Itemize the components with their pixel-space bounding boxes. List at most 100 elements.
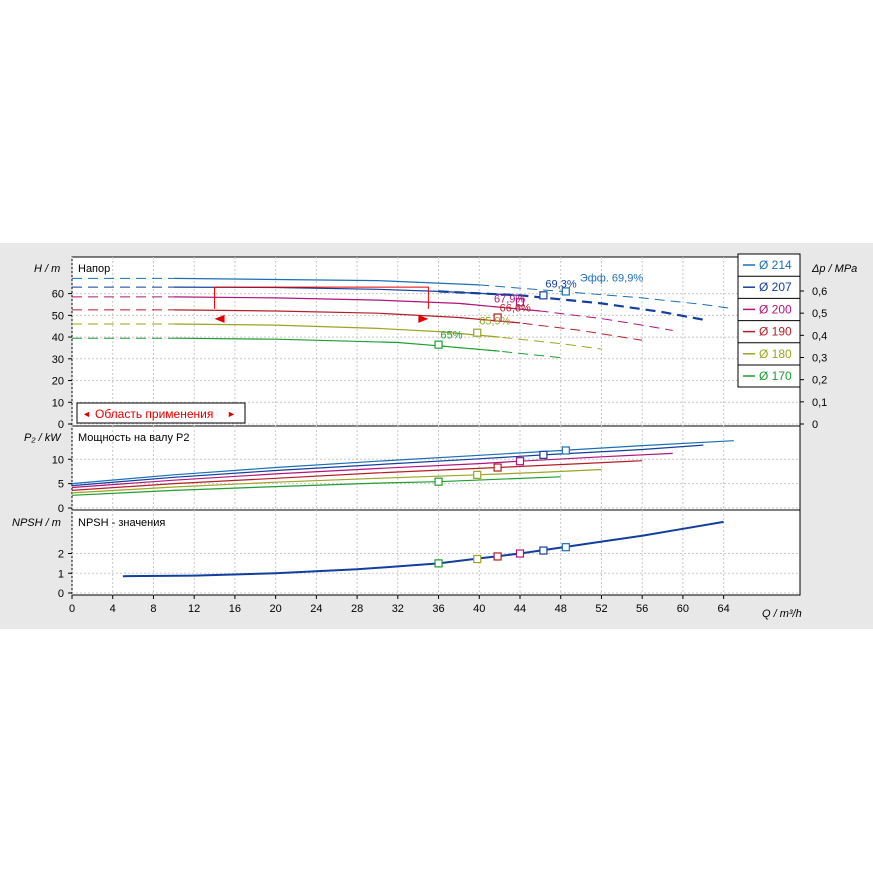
head-curve-Ø170 — [438, 345, 561, 359]
bep-marker — [434, 559, 443, 568]
pressure-y-tick-label: 0,1 — [812, 397, 827, 409]
head-curve-Ø200 — [173, 296, 541, 312]
power-plot-area — [71, 425, 801, 511]
bep-marker — [515, 457, 525, 466]
bep-marker — [561, 543, 570, 552]
power-panel-title: Мощность на валу P2 — [78, 432, 190, 444]
head-y-tick-label: 30 — [52, 354, 64, 366]
pressure-y-tick-label: 0 — [812, 419, 818, 431]
bep-marker — [434, 477, 443, 486]
power-axis-label: P₂ / kW — [24, 432, 62, 444]
x-tick-label: 4 — [110, 603, 116, 615]
head-curve-Ø170 — [173, 337, 500, 352]
x-tick-label: 16 — [229, 603, 241, 615]
head-panel-title: Напор — [78, 263, 110, 275]
npsh-panel-title: NPSH - значения — [78, 517, 165, 529]
power-y-tick-label: 5 — [58, 479, 64, 491]
range-right-arrow-icon: ► — [227, 409, 236, 419]
pressure-y-tick-label: 0,3 — [812, 352, 827, 364]
legend-label: Ø 214 — [759, 258, 792, 272]
head-y-tick-label: 60 — [52, 289, 64, 301]
head-curve-Ø200 — [458, 302, 673, 331]
head-y-tick-label: 20 — [52, 376, 64, 388]
legend-label: Ø 170 — [759, 369, 792, 383]
legend-label: Ø 190 — [759, 325, 792, 339]
application-range-box — [76, 402, 246, 424]
bep-marker — [473, 554, 482, 564]
efficiency-label: 67,9% — [494, 293, 525, 305]
x-tick-label: 48 — [555, 603, 567, 615]
bep-marker — [515, 298, 525, 307]
range-left-arrow-icon: ◄ — [82, 409, 91, 419]
bep-marker — [493, 463, 502, 472]
pressure-y-tick-label: 0,4 — [812, 330, 827, 342]
npsh-plot-area — [71, 509, 801, 596]
pressure-y-tick-label: 0,2 — [812, 375, 827, 387]
pressure-y-tick-label: 0,5 — [812, 308, 827, 320]
PkW-curve — [71, 476, 561, 496]
npsh-axis-label: NPSH / m — [12, 517, 61, 529]
head-y-tick-label: 10 — [52, 397, 64, 409]
curves — [71, 277, 734, 578]
bep-marker — [515, 549, 525, 558]
x-tick-label: 64 — [718, 603, 730, 615]
x-tick-label: 24 — [310, 603, 322, 615]
range-max-arrow-icon — [418, 314, 429, 323]
legend: Ø 214 Ø 207 Ø 200 Ø 190 Ø 180 Ø 170 — [737, 253, 801, 388]
x-tick-label: 12 — [188, 603, 200, 615]
x-tick-label: 60 — [677, 603, 689, 615]
power-y-tick-label: 10 — [52, 454, 64, 466]
PkW-curve — [71, 440, 734, 485]
grid-lines — [71, 257, 800, 595]
pump-curve-chart: Эфф. 69,9% 69,3% 67,9% 66,6% 65,9% 65% Напор … — [0, 243, 873, 629]
PkW-curve — [71, 460, 643, 491]
bep-marker — [434, 340, 443, 349]
head-curve-Ø207 — [438, 290, 704, 321]
head-curve-Ø214 — [479, 284, 734, 310]
efficiency-label: Эфф. 69,9% — [580, 272, 644, 284]
application-range-label: Область применения — [95, 407, 213, 421]
x-axis-label: Q / m³/h — [762, 608, 802, 620]
range-min-arrow-icon — [214, 314, 225, 323]
legend-label: Ø 207 — [759, 280, 792, 294]
efficiency-label: 69,3% — [545, 278, 576, 290]
efficiency-label: 66,6% — [500, 303, 531, 315]
efficiency-label: 65% — [441, 330, 463, 342]
x-tick-label: 28 — [351, 603, 363, 615]
bep-markers: Эфф. 69,9% 69,3% 67,9%66,6%65,9% 65% — [434, 272, 644, 568]
bep-marker — [561, 287, 570, 296]
npsh-y-tick-label: 1 — [58, 568, 64, 580]
application-range: ◄ ► Область применения — [76, 286, 429, 424]
x-tick-label: 0 — [69, 603, 75, 615]
axis-ticks: 0 4 8 12 16 20 24 28 32 36 40 44 48 52 56 60 64010203040… — [52, 286, 828, 615]
x-tick-label: 52 — [595, 603, 607, 615]
x-tick-label: 56 — [636, 603, 648, 615]
pressure-y-tick-label: 0,6 — [812, 286, 827, 298]
head-y-tick-label: 50 — [52, 310, 64, 322]
x-tick-label: 32 — [392, 603, 404, 615]
power-y-tick-label: 0 — [58, 503, 64, 515]
bep-marker — [539, 291, 548, 300]
x-tick-label: 36 — [432, 603, 444, 615]
npsh-y-tick-label: 2 — [58, 549, 64, 561]
pressure-axis-label: Δp / MPa — [811, 263, 857, 275]
head-curve-Ø214 — [173, 277, 480, 286]
efficiency-label: 65,9% — [479, 316, 510, 328]
head-curve-Ø190 — [458, 317, 643, 341]
x-tick-label: 44 — [514, 603, 526, 615]
bep-marker — [473, 470, 482, 479]
x-tick-label: 40 — [473, 603, 485, 615]
legend-label: Ø 180 — [759, 347, 792, 361]
x-tick-label: 8 — [150, 603, 156, 615]
bep-marker — [561, 446, 570, 455]
head-axis-label: H / m — [34, 263, 60, 275]
head-y-tick-label: 40 — [52, 332, 64, 344]
bep-marker — [539, 450, 548, 459]
bep-marker — [493, 313, 502, 322]
PkW-curve — [71, 468, 602, 494]
chart-canvas: Эфф. 69,9%69,3%67,9%66,6%65,9%65% Напор … — [12, 253, 857, 620]
bep-marker — [473, 328, 482, 337]
x-tick-label: 20 — [270, 603, 282, 615]
PkW-curve — [71, 444, 704, 487]
npsh-y-tick-label: 0 — [58, 588, 64, 600]
